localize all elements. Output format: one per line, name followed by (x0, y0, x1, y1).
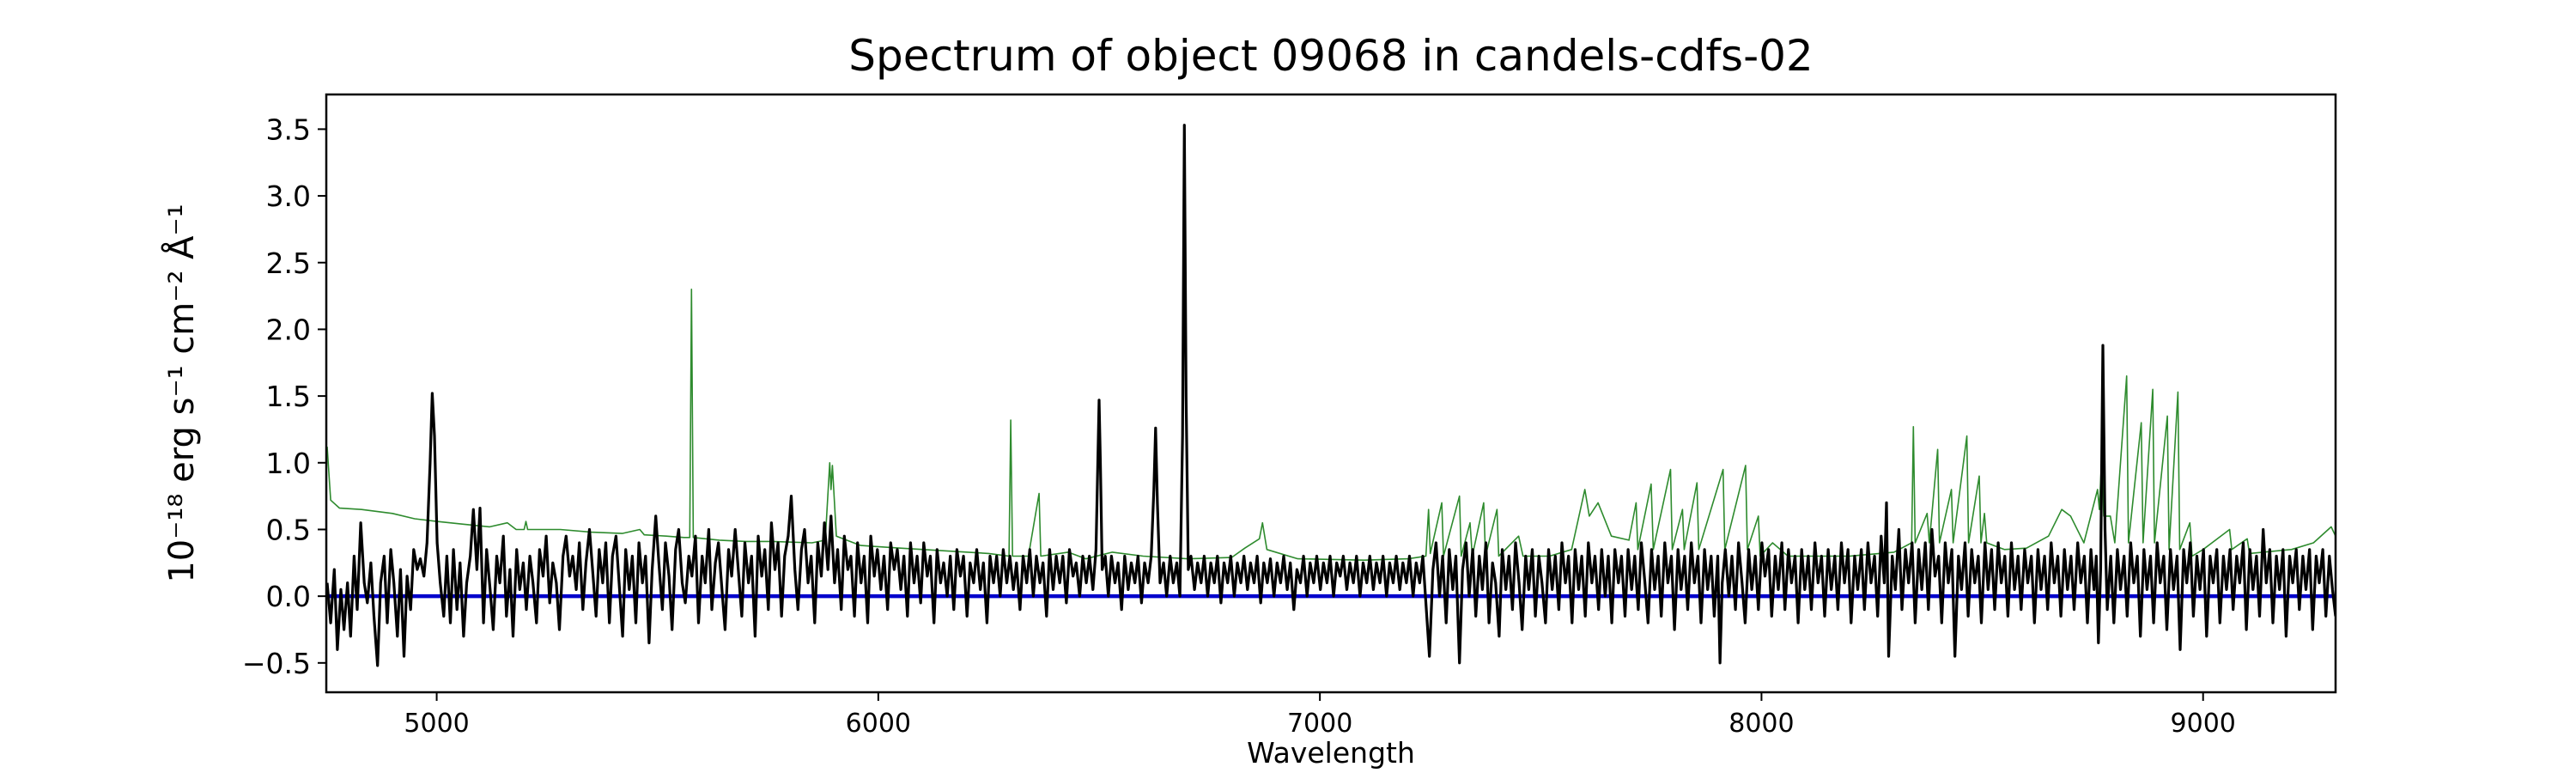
y-tick-label: 1.0 (266, 447, 311, 480)
x-tick-label: 9000 (2171, 709, 2236, 739)
y-tick-label: 3.5 (266, 113, 311, 146)
x-tick-label: 8000 (1728, 709, 1794, 739)
spectrum-series-line (326, 124, 2336, 667)
x-axis-label: Wavelength (1247, 736, 1415, 770)
plot-frame (325, 93, 2337, 694)
y-tick-label: 2.5 (266, 247, 311, 280)
tick-layer: 5000 6000 7000 8000 9000 −0.5 0.0 0.5 1.0 1.5 2.0 2… (242, 113, 2236, 739)
y-tick-label: −0.5 (242, 647, 311, 680)
x-tick-label: 6000 (846, 709, 911, 739)
y-tick-label: 3.0 (266, 180, 311, 213)
chart-title: Spectrum of object 09068 in candels-cdfs… (848, 31, 1814, 81)
y-tick-label: 1.5 (266, 380, 311, 413)
series-layer (326, 124, 2336, 667)
x-tick-label: 7000 (1287, 709, 1352, 739)
y-tick-label: 0.0 (266, 580, 311, 613)
x-tick-label: 5000 (404, 709, 469, 739)
y-tick-label: 0.5 (266, 513, 311, 546)
y-tick-label: 2.0 (266, 313, 311, 346)
y-axis-label: 10⁻¹⁸ erg s⁻¹ cm⁻² Å⁻¹ (161, 204, 202, 582)
